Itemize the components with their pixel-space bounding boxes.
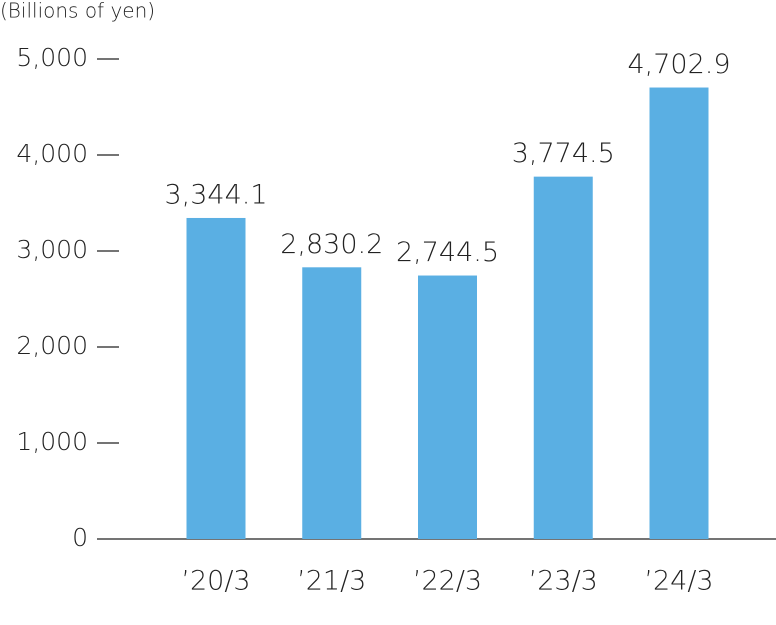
y-tick-label: 5,000 bbox=[16, 43, 88, 72]
value-label: 3,774.5 bbox=[512, 138, 615, 169]
y-axis-label: (Billions of yen) bbox=[0, 0, 155, 23]
y-tick-label: 4,000 bbox=[16, 139, 88, 168]
y-tick-label: 1,000 bbox=[16, 427, 88, 456]
value-label: 3,344.1 bbox=[164, 179, 267, 210]
x-tick-label: ’21/3 bbox=[297, 566, 366, 597]
bar bbox=[418, 275, 477, 539]
x-tick-label: ’20/3 bbox=[181, 566, 250, 597]
bar bbox=[302, 267, 362, 539]
bar bbox=[649, 87, 709, 539]
x-tick-label: ’22/3 bbox=[413, 566, 482, 597]
x-tick-label: ’23/3 bbox=[529, 566, 598, 597]
y-tick-label: 3,000 bbox=[16, 235, 88, 264]
bar bbox=[186, 217, 246, 539]
value-label: 2,744.5 bbox=[396, 237, 499, 268]
y-tick-label: 2,000 bbox=[16, 331, 88, 360]
y-tick-label: 0 bbox=[72, 523, 88, 552]
value-label: 4,702.9 bbox=[627, 49, 730, 80]
x-tick-label: ’24/3 bbox=[644, 566, 713, 597]
bar bbox=[533, 176, 593, 539]
value-label: 2,830.2 bbox=[280, 229, 383, 260]
